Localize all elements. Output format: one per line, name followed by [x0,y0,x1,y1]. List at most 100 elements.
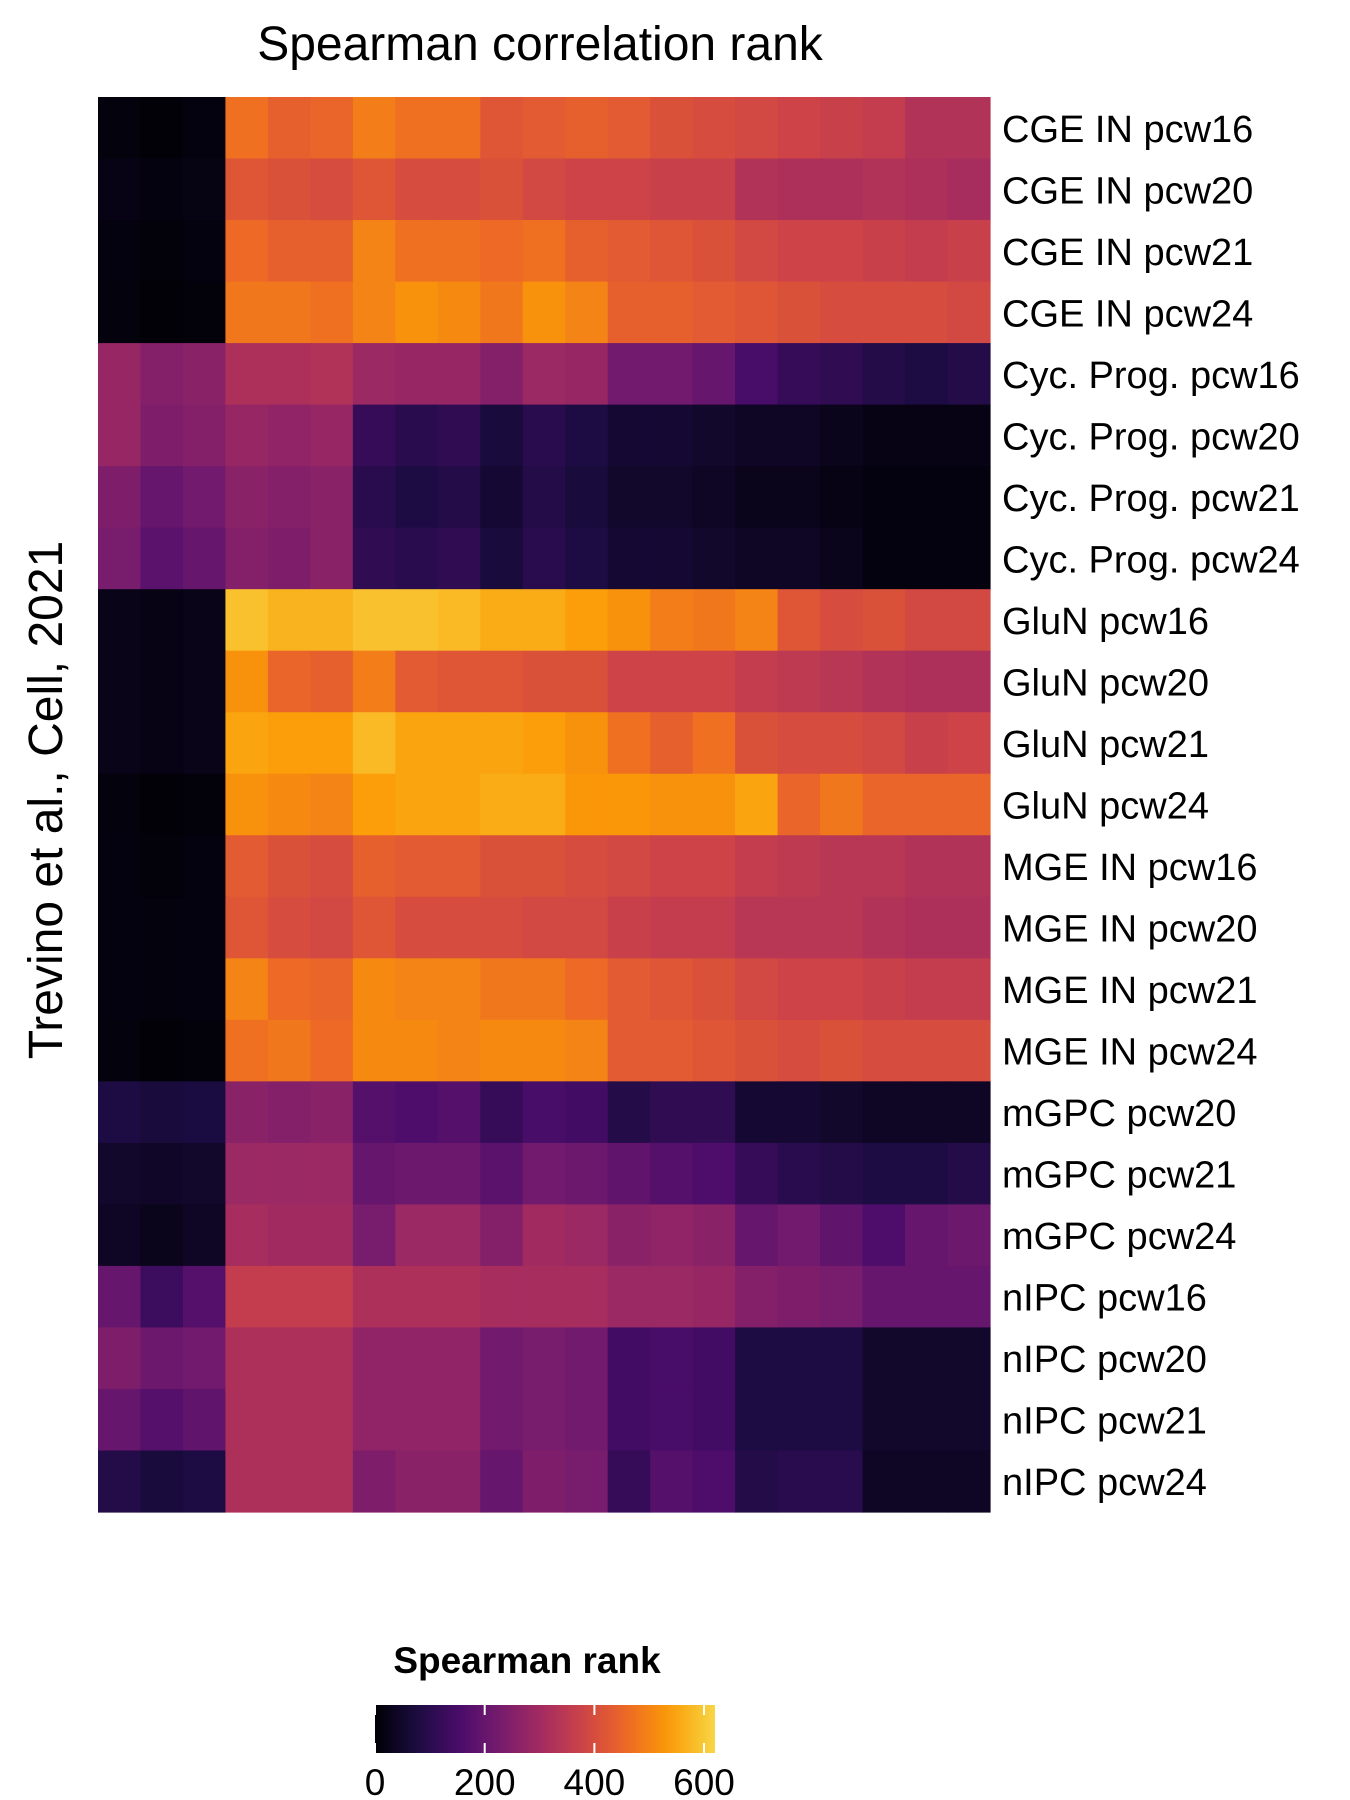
heatmap-cell [140,1265,184,1329]
heatmap-cell [735,712,779,775]
heatmap-cell [352,1265,396,1329]
heatmap-cell [310,1327,354,1390]
heatmap-cell [310,466,354,529]
heatmap-cell [947,650,991,713]
heatmap-cell [140,1019,184,1082]
colorbar-gradient [375,1705,715,1753]
heatmap-cell [437,1388,481,1452]
heatmap-cell [310,650,354,713]
row-label: MGE IN pcw20 [1002,909,1258,951]
row-label: Cyc. Prog. pcw20 [1002,416,1300,458]
heatmap-cell [98,773,142,836]
heatmap-cell [437,712,481,775]
heatmap-cell [480,773,524,836]
heatmap-cell [267,835,311,898]
heatmap-cell [862,712,906,775]
heatmap-cell [692,773,736,836]
heatmap-cell [267,896,311,959]
heatmap-cell [692,1265,736,1329]
heatmap-cell [777,404,821,467]
heatmap-cell [820,1388,864,1452]
heatmap-cell [947,220,991,283]
heatmap-cell [98,1204,142,1267]
heatmap-cell [905,97,949,160]
heatmap-cell [862,1450,906,1513]
heatmap-cell [650,712,694,775]
heatmap-cell [735,835,779,898]
heatmap-cell [905,1265,949,1329]
colorbar-title: Spearman rank [393,1640,661,1681]
heatmap-cell [947,712,991,775]
heatmap-cell [820,1204,864,1267]
heatmap-cell [777,589,821,652]
heatmap-cell [98,527,142,590]
heatmap-cell [692,281,736,344]
heatmap-cell [905,404,949,467]
heatmap-cell [352,281,396,344]
heatmap-cell [395,958,439,1021]
heatmap-cell [522,712,566,775]
heatmap-cell [310,1265,354,1329]
heatmap-cell [565,1019,609,1082]
heatmap-cell [820,589,864,652]
heatmap-cell [650,281,694,344]
heatmap-cells [98,97,991,1513]
heatmap-cell [650,466,694,529]
heatmap-cell [140,220,184,283]
heatmap-cell [862,527,906,590]
heatmap-cell [267,97,311,160]
row-label: mGPC pcw21 [1002,1155,1236,1197]
heatmap-cell [735,896,779,959]
heatmap-cell [777,1388,821,1452]
heatmap-cell [650,835,694,898]
heatmap-cell [98,1450,142,1513]
heatmap-cell [182,1081,227,1144]
heatmap-cell [267,158,311,221]
heatmap-cell [820,1450,864,1513]
heatmap-cell [692,835,736,898]
heatmap-cell [310,220,354,283]
heatmap-cell [862,97,906,160]
heatmap-cell [692,404,736,467]
heatmap-cell [98,466,142,529]
heatmap-cell [862,835,906,898]
heatmap-cell [182,404,227,467]
row-label: CGE IN pcw21 [1002,232,1253,274]
colorbar-ticks: 0 200 400 600 [365,1705,735,1800]
heatmap-cell [437,97,481,160]
heatmap-cell [905,1204,949,1267]
heatmap-cell [565,589,609,652]
heatmap-cell [862,773,906,836]
heatmap-cell [565,773,609,836]
heatmap-cell [437,1327,481,1390]
heatmap-cell [522,1327,566,1390]
heatmap-cell [522,1265,566,1329]
heatmap-cell [905,281,949,344]
heatmap-cell [352,589,396,652]
heatmap-cell [395,1204,439,1267]
heatmap-cell [140,1204,184,1267]
heatmap-cell [140,466,184,529]
heatmap-cell [607,1388,651,1452]
heatmap-cell [310,773,354,836]
heatmap-cell [607,1019,651,1082]
heatmap-cell [735,404,779,467]
heatmap-cell [692,97,736,160]
heatmap-cell [522,158,566,221]
heatmap-cell [480,281,524,344]
heatmap-cell [310,835,354,898]
heatmap-cell [692,343,736,406]
heatmap-cell [607,835,651,898]
heatmap-cell [182,712,227,775]
heatmap-cell [735,1327,779,1390]
heatmap-cell [182,97,227,160]
heatmap-cell [225,1327,269,1390]
heatmap-cell [395,1327,439,1390]
heatmap-cell [437,466,481,529]
heatmap-cell [140,896,184,959]
heatmap-cell [522,220,566,283]
heatmap-cell [820,97,864,160]
heatmap-cell [480,343,524,406]
heatmap-cell [395,1265,439,1329]
heatmap-cell [352,343,396,406]
